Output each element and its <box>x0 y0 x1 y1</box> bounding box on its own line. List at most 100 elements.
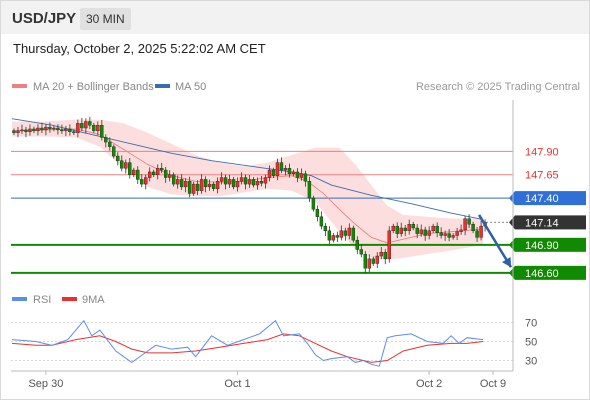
ma50-line <box>11 118 484 221</box>
candle-up <box>443 233 447 236</box>
candle-up <box>455 231 459 236</box>
candle-down <box>223 177 228 185</box>
candle-down <box>351 227 356 241</box>
candle-down <box>152 171 156 175</box>
candle-up <box>347 227 352 236</box>
candle-down <box>136 169 140 180</box>
candle-down <box>171 174 176 185</box>
candle-up <box>156 168 160 175</box>
level-label: 147.90 <box>525 146 559 158</box>
level-tag-146-60 <box>515 265 586 280</box>
rsi-pane: 30 50 70 <box>11 318 537 368</box>
level-label: 146.60 <box>525 268 559 280</box>
candle-down <box>60 129 64 132</box>
candle-down <box>24 129 28 132</box>
candle-down <box>160 168 164 171</box>
candle-up <box>283 168 288 171</box>
candle-up <box>183 181 188 188</box>
candle-up <box>191 183 196 194</box>
candle-down <box>231 179 236 188</box>
level-label: 147.65 <box>525 170 559 182</box>
candle-down <box>383 252 387 260</box>
candle-down <box>295 171 300 178</box>
interval-button[interactable]: 30 MIN <box>80 8 131 30</box>
candle-up <box>20 129 24 132</box>
candle-down <box>32 128 36 132</box>
candle-down <box>80 123 84 129</box>
candle-up <box>463 218 467 231</box>
candle-up <box>407 224 411 232</box>
candle-down <box>439 232 443 236</box>
candle-up <box>479 225 483 238</box>
candle-up <box>44 126 48 131</box>
candle-up <box>339 230 344 238</box>
candle-up <box>28 128 32 132</box>
candle-down <box>88 121 92 126</box>
level-tag-147-40 <box>515 191 586 206</box>
price-legend: MA 20 + Bollinger Bands MA 50 <box>12 81 206 93</box>
candle-up <box>167 174 172 178</box>
candle-up <box>215 181 220 189</box>
candle-down <box>56 127 60 131</box>
candle-up <box>52 127 56 130</box>
candle-down <box>179 179 184 188</box>
timestamp: Thursday, October 2, 2025 5:22:02 AM CET <box>13 41 266 56</box>
candle-up <box>427 230 431 236</box>
candle-down <box>128 162 132 175</box>
candle-up <box>132 169 136 175</box>
candle-up <box>124 162 128 169</box>
ma20-legend-swatch <box>12 84 27 88</box>
candle-up <box>399 227 403 234</box>
rsi-ma-line <box>11 333 484 363</box>
candle-down <box>92 125 96 132</box>
rsi-ma-legend-swatch <box>62 297 77 301</box>
candle-up <box>16 130 20 133</box>
candle-up <box>387 230 391 260</box>
candle-down <box>48 126 52 130</box>
candle-up <box>175 179 180 185</box>
candle-up <box>144 177 148 185</box>
ma50-legend-swatch <box>155 84 170 88</box>
candle-up <box>247 179 252 185</box>
level-tag-146-90 <box>515 237 586 252</box>
candles <box>12 116 487 274</box>
candle-down <box>323 225 328 232</box>
x-tick-label: Oct 1 <box>224 378 250 390</box>
candle-down <box>475 230 479 238</box>
rsi-ma-legend-label: 9MA <box>82 294 105 306</box>
candle-down <box>195 183 200 191</box>
candle-up <box>36 127 40 132</box>
candle-down <box>447 233 451 238</box>
candle-down <box>467 218 471 225</box>
candle-up <box>379 252 383 257</box>
candle-up <box>199 179 204 191</box>
candle-down <box>68 128 72 132</box>
level-label: 146.90 <box>525 240 559 252</box>
candle-down <box>411 224 415 229</box>
candle-up <box>367 258 371 269</box>
candle-up <box>255 181 260 186</box>
candle-down <box>359 249 364 255</box>
candle-down <box>403 227 407 232</box>
level-tag-pointer <box>509 215 515 230</box>
candle-up <box>291 171 296 175</box>
forecast-arrow-shaft <box>478 214 513 268</box>
candle-up <box>267 169 272 178</box>
level-tag-pointer <box>509 191 515 206</box>
candle-up <box>263 177 268 184</box>
candle-down <box>315 209 320 217</box>
x-tick-label: Oct 2 <box>416 378 442 390</box>
candle-up <box>235 181 240 188</box>
candle-down <box>12 130 16 133</box>
candle-down <box>279 162 284 171</box>
candle-down <box>72 131 76 133</box>
rsi-tick-label: 30 <box>525 356 537 368</box>
candle-up <box>227 179 232 185</box>
candle-up <box>331 235 336 241</box>
candle-down <box>251 179 256 186</box>
candle-down <box>395 225 399 234</box>
candle-up <box>84 121 88 129</box>
candle-down <box>287 168 292 175</box>
level-tag-147-14 <box>515 215 586 230</box>
